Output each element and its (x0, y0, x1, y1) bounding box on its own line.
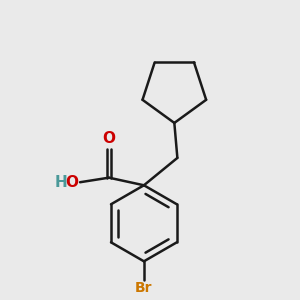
Text: Br: Br (135, 281, 153, 295)
Text: H: H (54, 175, 67, 190)
Text: O: O (102, 131, 116, 146)
Text: O: O (65, 175, 79, 190)
